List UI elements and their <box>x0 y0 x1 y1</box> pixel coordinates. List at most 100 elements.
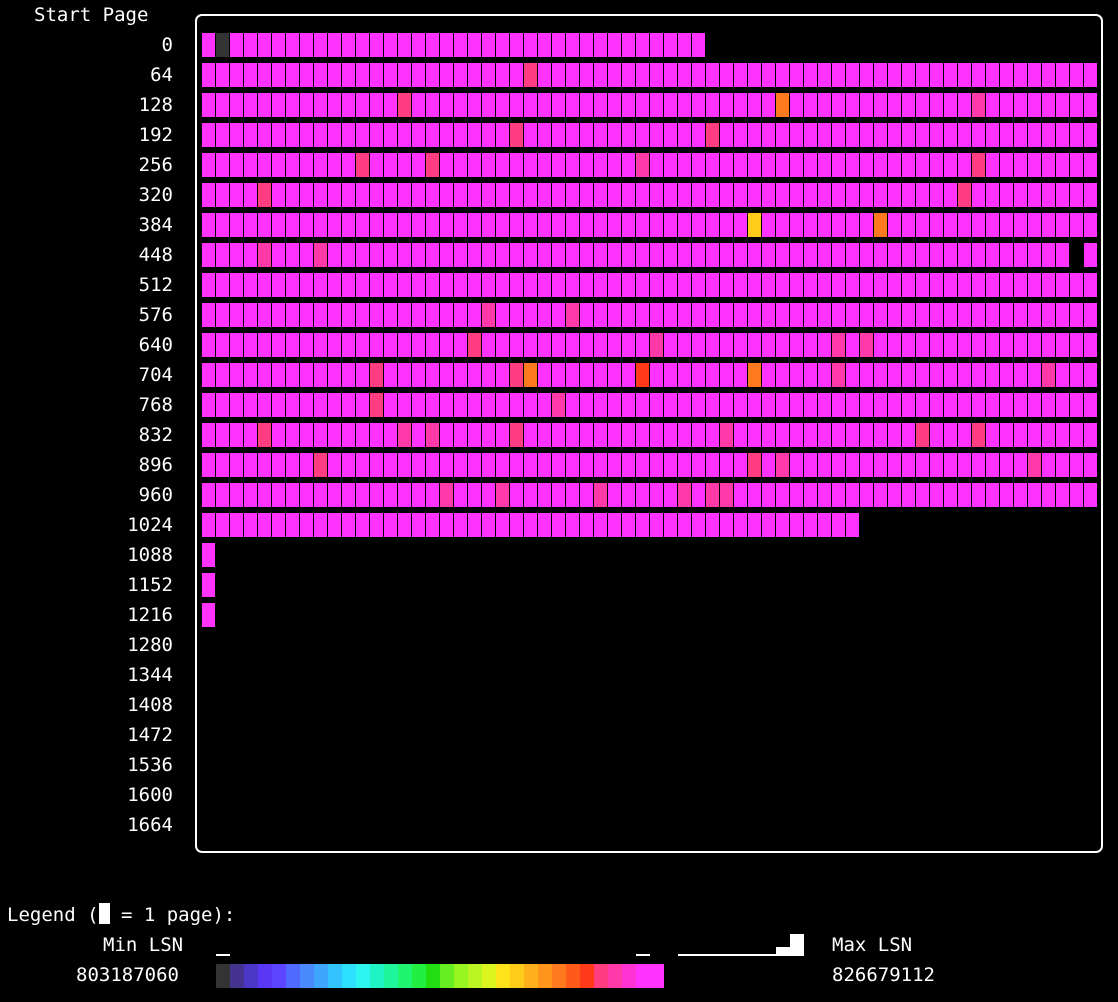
page-cell <box>818 333 831 357</box>
page-cell <box>664 423 677 447</box>
page-cell <box>202 333 215 357</box>
page-cell <box>608 63 621 87</box>
page-cell <box>748 153 761 177</box>
page-cell <box>622 123 635 147</box>
page-cell <box>804 153 817 177</box>
page-cell <box>594 453 607 477</box>
page-cell <box>930 273 943 297</box>
page-cell <box>706 123 719 147</box>
page-cell <box>468 363 481 387</box>
page-cell <box>412 423 425 447</box>
page-cell <box>384 63 397 87</box>
row-label-1152: 1152 <box>127 574 173 596</box>
page-cell <box>384 93 397 117</box>
page-cell <box>944 153 957 177</box>
page-cell <box>468 423 481 447</box>
page-cell <box>622 423 635 447</box>
page-cell <box>846 453 859 477</box>
page-cell <box>1000 363 1013 387</box>
page-cell <box>678 183 691 207</box>
page-cell <box>468 393 481 417</box>
gradient-swatch <box>608 964 622 988</box>
page-cell <box>496 93 509 117</box>
page-cell <box>972 273 985 297</box>
page-cell <box>636 33 649 57</box>
page-cell <box>398 303 411 327</box>
page-cell <box>510 303 523 327</box>
histogram-bar <box>748 954 762 956</box>
page-cell <box>524 213 537 237</box>
page-cell <box>860 273 873 297</box>
page-cell <box>608 333 621 357</box>
page-cell <box>370 423 383 447</box>
page-cell <box>664 243 677 267</box>
page-cell <box>384 393 397 417</box>
page-cell <box>370 363 383 387</box>
page-cell <box>244 123 257 147</box>
page-cell <box>1084 273 1097 297</box>
page-cell <box>1084 123 1097 147</box>
page-cell <box>552 513 565 537</box>
row-label-704: 704 <box>138 364 173 386</box>
page-cell <box>958 453 971 477</box>
page-cell <box>496 123 509 147</box>
page-cell <box>678 363 691 387</box>
page-cell <box>1042 303 1055 327</box>
gradient-swatch <box>594 964 608 988</box>
page-cell <box>608 93 621 117</box>
page-cell <box>216 333 229 357</box>
page-cell <box>580 423 593 447</box>
page-cell <box>832 243 845 267</box>
page-cell <box>566 303 579 327</box>
page-cell <box>748 273 761 297</box>
page-cell <box>1014 483 1027 507</box>
page-cell <box>552 213 565 237</box>
page-cell <box>804 63 817 87</box>
page-cell <box>720 123 733 147</box>
page-cell <box>790 93 803 117</box>
page-cell <box>566 243 579 267</box>
page-cell <box>552 123 565 147</box>
page-cell <box>440 153 453 177</box>
page-cell <box>524 483 537 507</box>
page-cell <box>594 363 607 387</box>
page-cell <box>272 363 285 387</box>
page-cell <box>986 273 999 297</box>
page-cell <box>300 153 313 177</box>
page-cell <box>1084 243 1097 267</box>
page-cell <box>510 483 523 507</box>
page-cell <box>482 33 495 57</box>
page-cell <box>846 153 859 177</box>
page-cell <box>398 123 411 147</box>
page-cell <box>356 63 369 87</box>
page-cell <box>930 363 943 387</box>
page-cell <box>398 63 411 87</box>
page-cell <box>972 123 985 147</box>
page-cell <box>622 63 635 87</box>
page-cell <box>832 303 845 327</box>
gradient-swatch <box>384 964 398 988</box>
page-cell <box>734 93 747 117</box>
page-cell <box>230 303 243 327</box>
page-cell <box>426 483 439 507</box>
page-cell <box>1084 63 1097 87</box>
page-cell <box>930 213 943 237</box>
page-cell <box>776 453 789 477</box>
page-cell <box>1042 243 1055 267</box>
page-cell <box>384 333 397 357</box>
page-cell <box>356 333 369 357</box>
page-cell <box>650 363 663 387</box>
page-cell <box>426 243 439 267</box>
page-cell <box>1028 483 1041 507</box>
histogram-bar <box>636 954 650 956</box>
page-cell <box>1070 483 1083 507</box>
min-lsn-label: Min LSN <box>103 934 184 956</box>
page-cell <box>790 183 803 207</box>
page-cell <box>454 153 467 177</box>
page-cell <box>412 213 425 237</box>
page-cell <box>986 63 999 87</box>
page-cell <box>594 123 607 147</box>
page-cell <box>636 363 649 387</box>
page-cell <box>398 183 411 207</box>
